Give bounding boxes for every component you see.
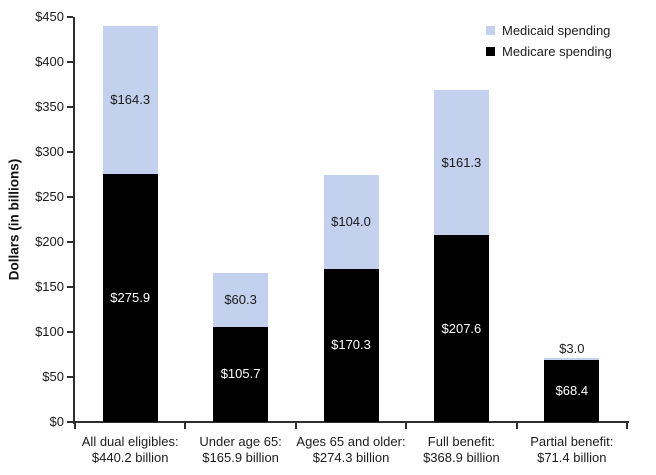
y-tick-mark <box>67 61 73 63</box>
x-category-label: Under age 65: $165.9 billion <box>174 434 308 466</box>
category-total: $440.2 billion <box>91 450 169 465</box>
bar-value-label: $170.3 <box>331 337 371 353</box>
bar-value-label: $104.0 <box>331 213 371 229</box>
medicaid-swatch-icon <box>486 26 495 35</box>
y-tick-label: $200 <box>35 234 64 249</box>
y-tick-mark <box>67 331 73 333</box>
y-tick-mark <box>67 376 73 378</box>
bar-segment-medicare <box>433 235 489 422</box>
bar-segment-medicare <box>102 173 158 422</box>
y-tick-mark <box>67 16 73 18</box>
x-category-label: All dual eligibles: $440.2 billion <box>63 434 197 466</box>
bar-segment-medicare <box>323 268 379 422</box>
y-tick-mark <box>67 241 73 243</box>
category-total: $71.4 billion <box>537 450 607 465</box>
bar-segment-medicaid <box>102 25 158 174</box>
y-tick-label: $350 <box>35 99 64 114</box>
bar-segment-medicaid <box>544 357 600 361</box>
bar-value-label: $3.0 <box>559 340 585 356</box>
bar-value-label: $207.6 <box>441 320 482 336</box>
y-tick-mark <box>67 286 73 288</box>
bar-value-label: $161.3 <box>441 154 482 170</box>
x-category-label: Ages 65 and older: $274.3 billion <box>284 434 418 466</box>
category-name: Ages 65 and older: <box>296 434 406 449</box>
x-tick-mark <box>405 423 408 429</box>
x-tick-mark <box>184 423 187 429</box>
y-tick-label: $400 <box>35 54 64 69</box>
x-tick-mark <box>74 423 76 429</box>
x-axis-line <box>73 421 629 423</box>
legend-label-medicaid: Medicaid spending <box>502 23 611 38</box>
x-tick-mark <box>626 423 628 429</box>
bar-value-label: $105.7 <box>220 366 261 382</box>
legend-item-medicaid: Medicaid spending <box>486 23 610 38</box>
category-total: $165.9 billion <box>202 450 279 465</box>
medicare-swatch-icon <box>486 47 495 56</box>
x-category-label: Partial benefit: $71.4 billion <box>505 434 639 466</box>
legend-label-medicare: Medicare spending <box>502 44 612 59</box>
bar-value-label: $60.3 <box>224 291 257 307</box>
y-tick-mark <box>67 106 73 108</box>
category-name: Full benefit: <box>427 434 495 449</box>
bar-segment-medicare <box>213 326 269 422</box>
y-tick-label: $0 <box>49 414 64 429</box>
y-tick-label: $450 <box>35 9 64 24</box>
y-tick-label: $50 <box>42 369 64 384</box>
bar-segment-medicare <box>544 360 600 422</box>
bar-segment-medicaid <box>433 89 489 236</box>
category-name: Under age 65: <box>199 434 282 449</box>
x-tick-mark <box>294 423 297 429</box>
bar-value-label: $68.4 <box>555 383 589 399</box>
y-tick-mark <box>67 196 73 198</box>
y-tick-mark <box>67 421 73 423</box>
category-total: $368.9 billion <box>423 450 500 465</box>
bar-value-label: $164.3 <box>110 91 151 107</box>
category-total: $274.3 billion <box>312 450 390 465</box>
bar-segment-medicaid <box>213 272 269 327</box>
legend-item-medicare: Medicare spending <box>486 44 612 59</box>
y-tick-label: $100 <box>35 324 64 339</box>
y-tick-label: $300 <box>35 144 64 159</box>
x-category-label: Full benefit: $368.9 billion <box>394 434 528 466</box>
y-axis-line <box>73 17 75 424</box>
bar-value-label: $275.9 <box>110 289 151 305</box>
y-tick-label: $150 <box>35 279 64 294</box>
y-tick-mark <box>67 151 73 153</box>
x-tick-mark <box>515 423 518 429</box>
y-tick-label: $250 <box>35 189 64 204</box>
bar-segment-medicaid <box>323 175 379 269</box>
category-name: All dual eligibles: <box>81 434 179 449</box>
category-name: Partial benefit: <box>530 434 614 449</box>
